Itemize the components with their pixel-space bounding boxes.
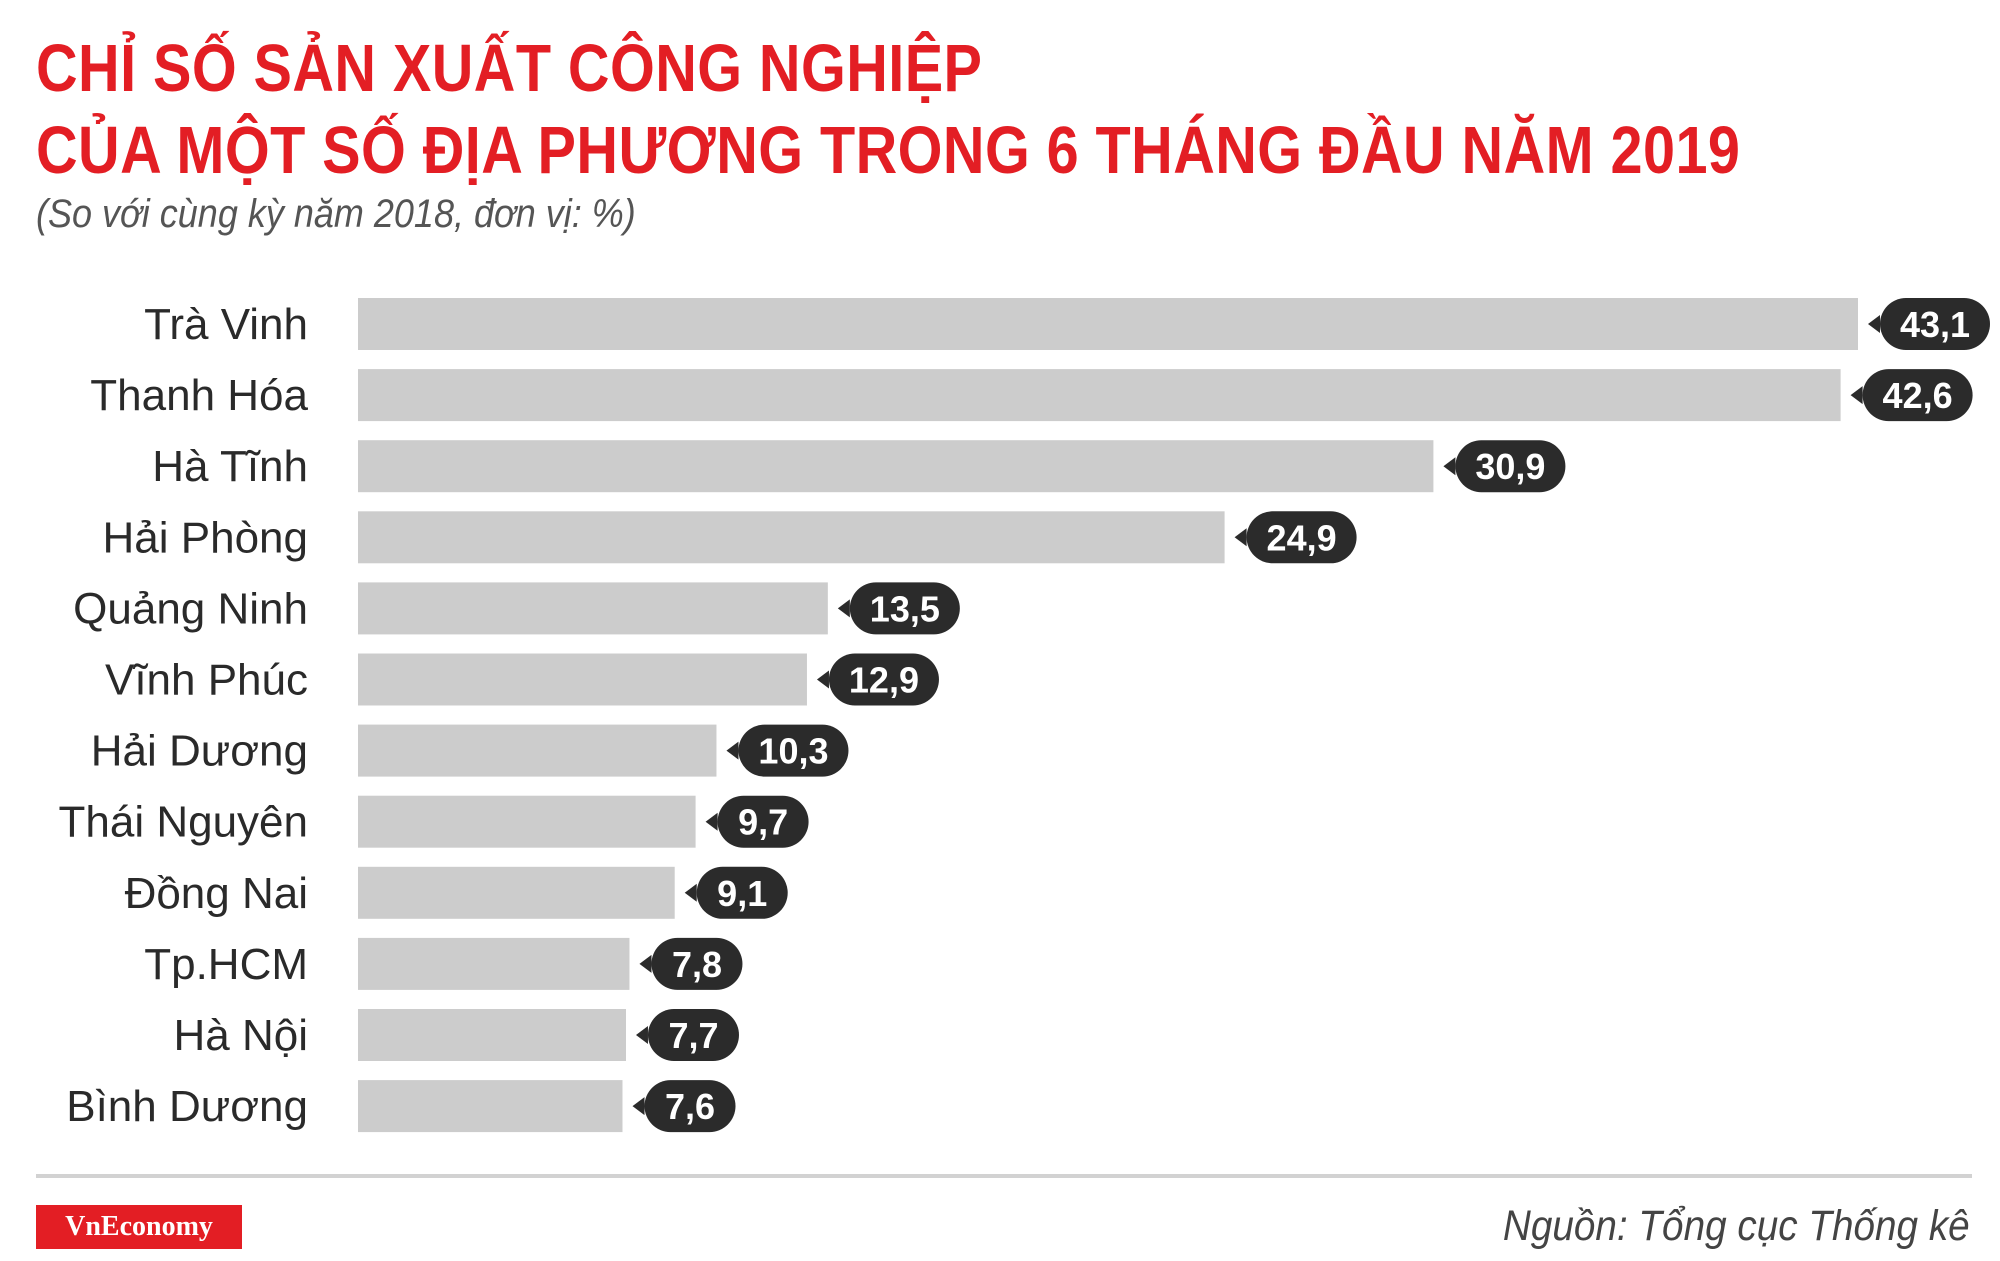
bar: [358, 724, 717, 777]
bar: [358, 298, 1858, 350]
value-label: 10,3: [758, 731, 828, 772]
vneconomy-logo: VnEconomy: [36, 1205, 242, 1249]
value-label-bubble: [849, 582, 960, 635]
value-label-pointer: [837, 599, 850, 618]
bar: [358, 795, 696, 848]
value-label: 9,1: [717, 873, 767, 914]
value-label-bubble: [1246, 511, 1357, 564]
value-label: 24,9: [1267, 517, 1337, 558]
category-label: Hải Phòng: [103, 513, 308, 562]
bar: [358, 937, 630, 990]
category-label: Hải Dương: [91, 727, 308, 776]
value-label-bubble: [717, 795, 809, 848]
category-label: Thái Nguyên: [59, 798, 308, 847]
chart-title-line-2: CỦA MỘT SỐ ĐỊA PHƯƠNG TRONG 6 THÁNG ĐẦU …: [36, 113, 1741, 188]
value-label-pointer: [632, 1097, 645, 1116]
footer-divider: [36, 1174, 1972, 1178]
category-label: Hà Nội: [174, 1011, 309, 1060]
value-label-pointer: [1234, 528, 1247, 547]
value-label: 7,6: [665, 1086, 715, 1127]
value-label: 7,8: [672, 944, 722, 985]
value-label-bubble: [651, 937, 743, 990]
bar: [358, 653, 807, 706]
value-label-pointer: [684, 883, 697, 902]
category-label: Hà Tĩnh: [152, 442, 308, 491]
bar: [358, 1080, 623, 1133]
category-label: Vĩnh Phúc: [105, 656, 308, 705]
value-label-pointer: [705, 812, 718, 831]
value-label-pointer: [816, 670, 829, 689]
value-label-pointer: [635, 1026, 648, 1044]
value-label-bubble: [647, 1009, 739, 1061]
value-label: 9,7: [738, 802, 788, 843]
chart-subtitle: (So với cùng kỳ năm 2018, đơn vị: %): [36, 192, 636, 236]
value-label-bubble: [696, 866, 788, 919]
bar: [358, 866, 675, 919]
value-label-bubble: [1455, 440, 1566, 493]
category-label: Quảng Ninh: [73, 584, 308, 633]
category-label: Bình Dương: [66, 1082, 308, 1131]
bar: [358, 511, 1225, 564]
value-label: 43,1: [1900, 304, 1970, 345]
chart-title-line-1: CHỈ SỐ SẢN XUẤT CÔNG NGHIỆP: [36, 31, 983, 106]
value-label-bubble: [828, 653, 939, 706]
value-label-bubble: [1880, 298, 1990, 350]
value-label-pointer: [639, 954, 652, 973]
value-label-pointer: [1850, 386, 1863, 405]
value-label-pointer: [1868, 315, 1880, 333]
value-label: 30,9: [1475, 446, 1545, 487]
value-label: 7,7: [668, 1015, 718, 1056]
value-label-pointer: [726, 741, 739, 760]
value-label-pointer: [1443, 457, 1456, 476]
value-label: 42,6: [1883, 375, 1953, 416]
bar: [358, 440, 1434, 493]
value-label-bubble: [738, 724, 849, 777]
value-label: 13,5: [870, 588, 940, 629]
value-label-bubble: [644, 1080, 736, 1133]
bar: [358, 369, 1841, 422]
category-label: Đồng Nai: [125, 869, 308, 918]
category-label: Trà Vinh: [144, 300, 308, 349]
bar-chart: Trà Vinh 43,1 Thanh Hóa 42,6 Hà Tĩnh 30,9 Hải …: [59, 298, 1990, 1133]
value-label-bubble: [1862, 369, 1973, 422]
value-label: 12,9: [849, 660, 919, 701]
category-label: Tp.HCM: [144, 940, 308, 989]
source-note: Nguồn: Tổng cục Thống kê: [1503, 1202, 1970, 1250]
bar: [358, 1009, 626, 1061]
bar: [358, 582, 828, 635]
category-label: Thanh Hóa: [90, 371, 308, 420]
